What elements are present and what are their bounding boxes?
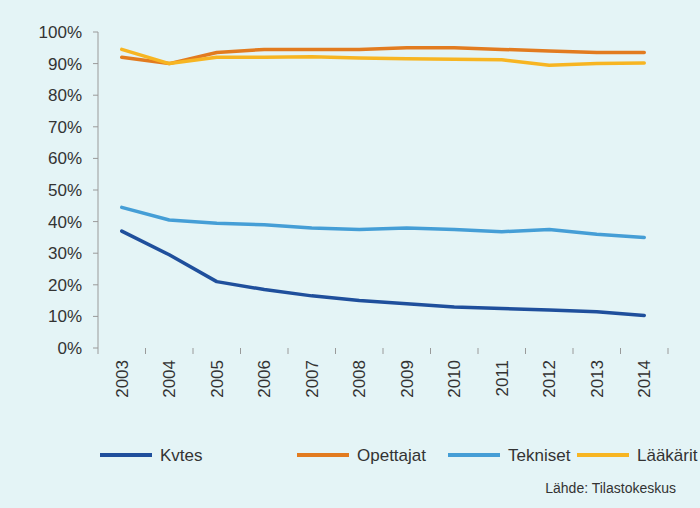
category-separator [288, 348, 289, 354]
legend-swatch [100, 453, 152, 457]
y-tick [93, 348, 98, 349]
legend-label: Tekniset [508, 446, 571, 465]
category-separator [525, 348, 526, 354]
y-tick [93, 190, 98, 191]
plot-area [122, 48, 645, 316]
y-tick [93, 316, 98, 317]
x-tick-label: 2003 [113, 360, 132, 398]
y-tick-label: 100% [39, 23, 82, 42]
x-tick-label: 2013 [588, 360, 607, 398]
y-tick-label: 80% [48, 86, 82, 105]
x-tick-label: 2004 [160, 360, 179, 398]
y-tick-label: 40% [48, 213, 82, 232]
x-tick-label: 2006 [255, 360, 274, 398]
category-separator [573, 348, 574, 354]
background [0, 0, 700, 508]
y-tick-label: 0% [57, 339, 82, 358]
x-tick-label: 2009 [398, 360, 417, 398]
legend-swatch [297, 453, 349, 457]
x-tick-label: 2010 [445, 360, 464, 398]
legend-label: Opettajat [357, 446, 426, 465]
legend-label: Lääkärit [637, 446, 698, 465]
y-tick [93, 95, 98, 96]
category-separator [668, 348, 669, 354]
chart: 0% 10% 20% 30% 40% 50% 60% 70% 80% 90% 100% 2003 200… [0, 0, 700, 508]
category-separator [478, 348, 479, 354]
series-line [122, 207, 645, 237]
x-tick-label: 2014 [635, 360, 654, 398]
category-separator [383, 348, 384, 354]
y-tick [93, 32, 98, 33]
series-line [122, 49, 645, 65]
y-tick [93, 126, 98, 127]
x-tick-label: 2008 [350, 360, 369, 398]
legend-swatch [577, 453, 629, 457]
series-line [122, 231, 645, 315]
legend-label: Kvtes [160, 446, 203, 465]
y-tick [93, 63, 98, 64]
category-separator [193, 348, 194, 354]
source-note: Lähde: Tilastokeskus [545, 480, 676, 496]
x-tick-label: 2007 [303, 360, 322, 398]
y-tick-label: 10% [48, 307, 82, 326]
x-tick-label: 2005 [208, 360, 227, 398]
x-tick-label: 2012 [540, 360, 559, 398]
y-tick [93, 221, 98, 222]
y-tick [93, 284, 98, 285]
category-separator [430, 348, 431, 354]
y-tick [93, 158, 98, 159]
y-tick [93, 253, 98, 254]
y-tick-label: 90% [48, 55, 82, 74]
category-separator [335, 348, 336, 354]
category-separator [240, 348, 241, 354]
y-tick-label: 20% [48, 276, 82, 295]
y-tick-label: 60% [48, 149, 82, 168]
category-separator [620, 348, 621, 354]
x-tick-label: 2011 [493, 360, 512, 397]
category-separator [98, 348, 99, 354]
y-tick-label: 50% [48, 181, 82, 200]
category-separator [145, 348, 146, 354]
legend-swatch [448, 453, 500, 457]
y-tick-label: 30% [48, 244, 82, 263]
y-tick-label: 70% [48, 118, 82, 137]
